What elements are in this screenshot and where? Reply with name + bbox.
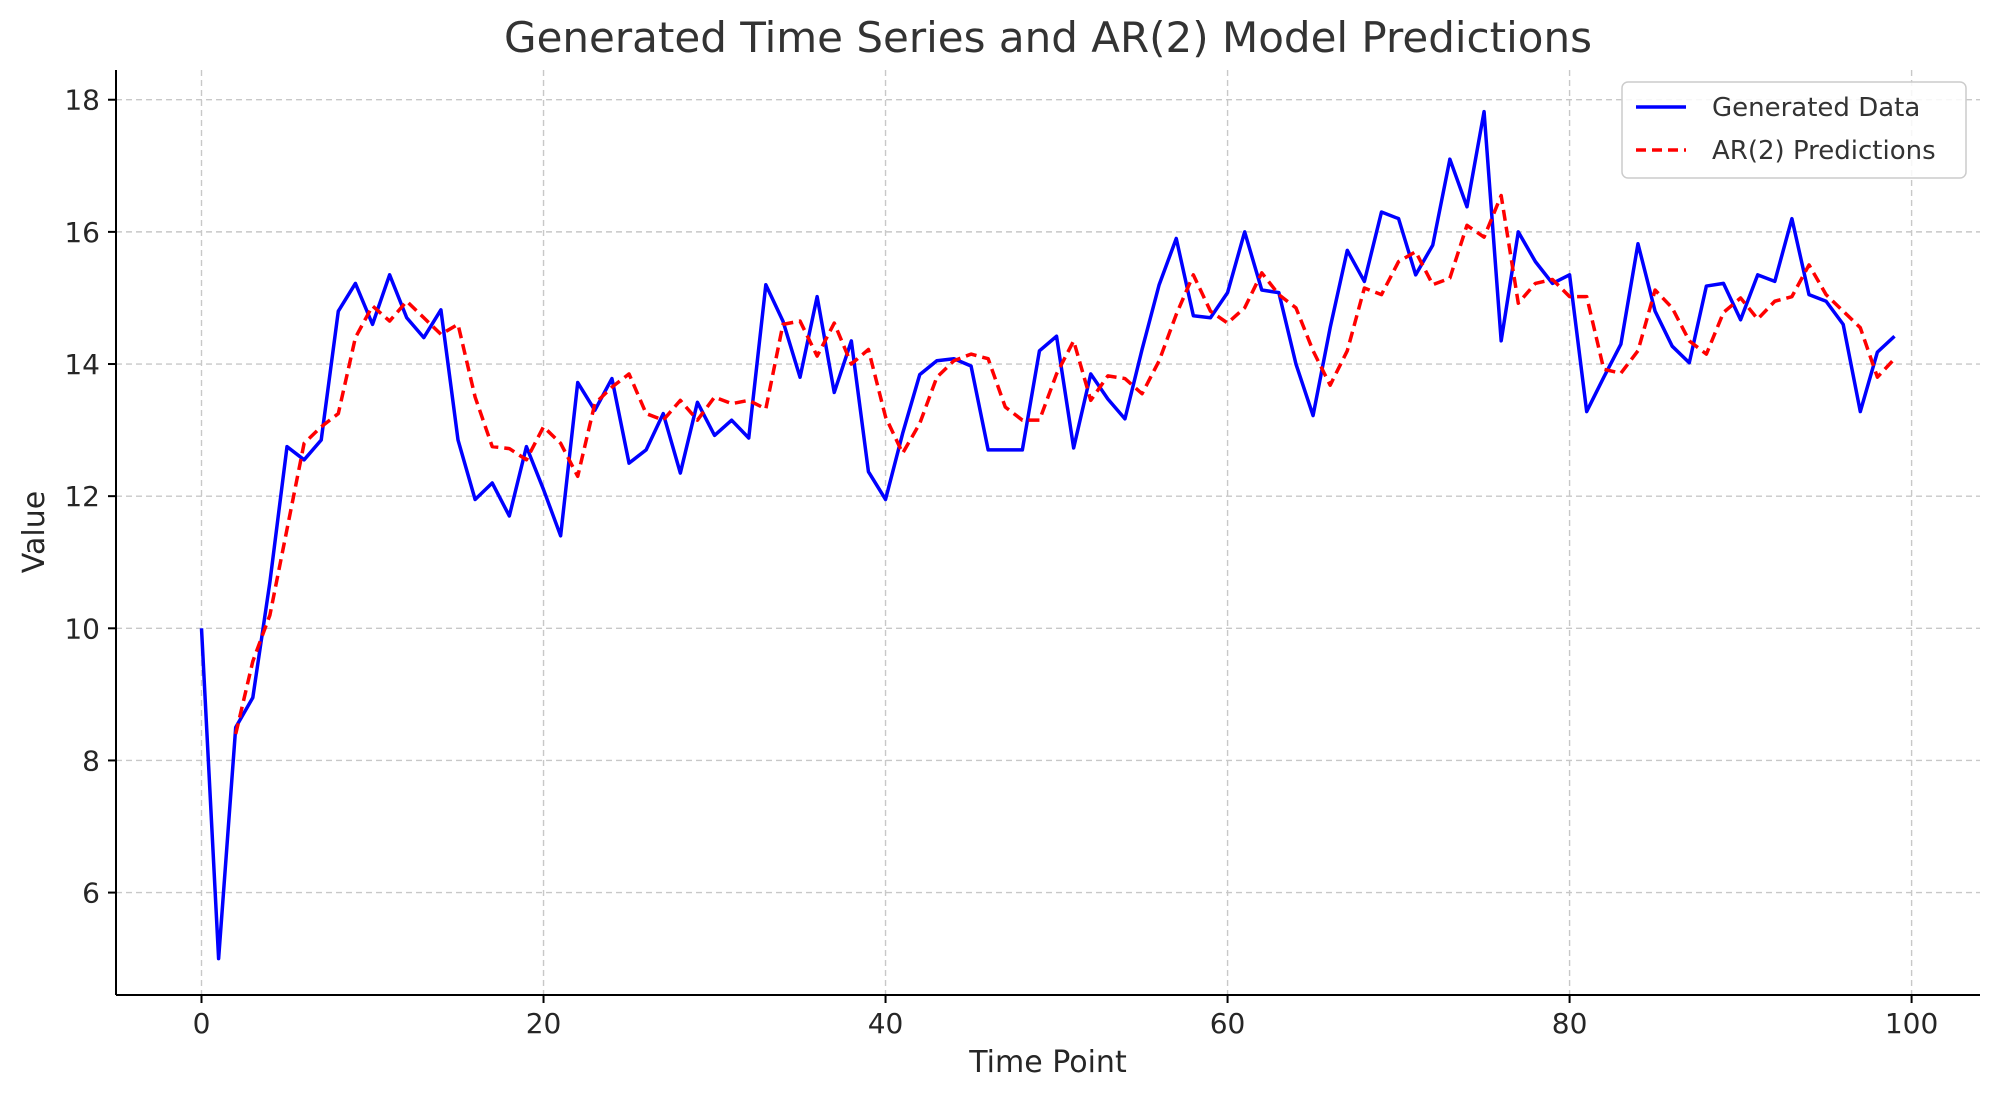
legend-box: [1621, 81, 1967, 179]
legend-label-ar2-predictions: AR(2) Predictions: [1712, 136, 1936, 166]
ticks: 0 20 40 60 80 100 6 8 10 12 14 16 18: [64, 84, 1938, 1040]
y-tick-label: 14: [64, 348, 100, 381]
legend: Generated Data AR(2) Predictions: [1621, 81, 1967, 179]
y-tick-label: 6: [82, 877, 100, 910]
axes: [115, 70, 1980, 996]
chart-title: Generated Time Series and AR(2) Model Pr…: [504, 13, 1592, 62]
legend-label-generated-data: Generated Data: [1712, 93, 1920, 123]
x-tick-label: 100: [1885, 1007, 1938, 1040]
x-axis-label: Time Point: [968, 1045, 1127, 1080]
x-tick-label: 20: [526, 1007, 562, 1040]
series-line-ar2-predictions: [234, 193, 1896, 735]
x-tick-label: 60: [1210, 1007, 1246, 1040]
x-tick-label: 0: [193, 1007, 211, 1040]
y-tick-label: 16: [64, 216, 100, 249]
series-layer: [199, 109, 1896, 961]
y-tick-label: 10: [64, 612, 100, 645]
series-line-generated-data: [199, 109, 1896, 961]
x-tick-label: 40: [868, 1007, 904, 1040]
x-tick-label: 80: [1552, 1007, 1588, 1040]
y-tick-label: 8: [82, 744, 100, 777]
y-tick-label: 18: [64, 84, 100, 117]
grid: [116, 70, 1980, 995]
y-axis-label: Value: [17, 491, 52, 573]
y-tick-label: 12: [64, 480, 100, 513]
